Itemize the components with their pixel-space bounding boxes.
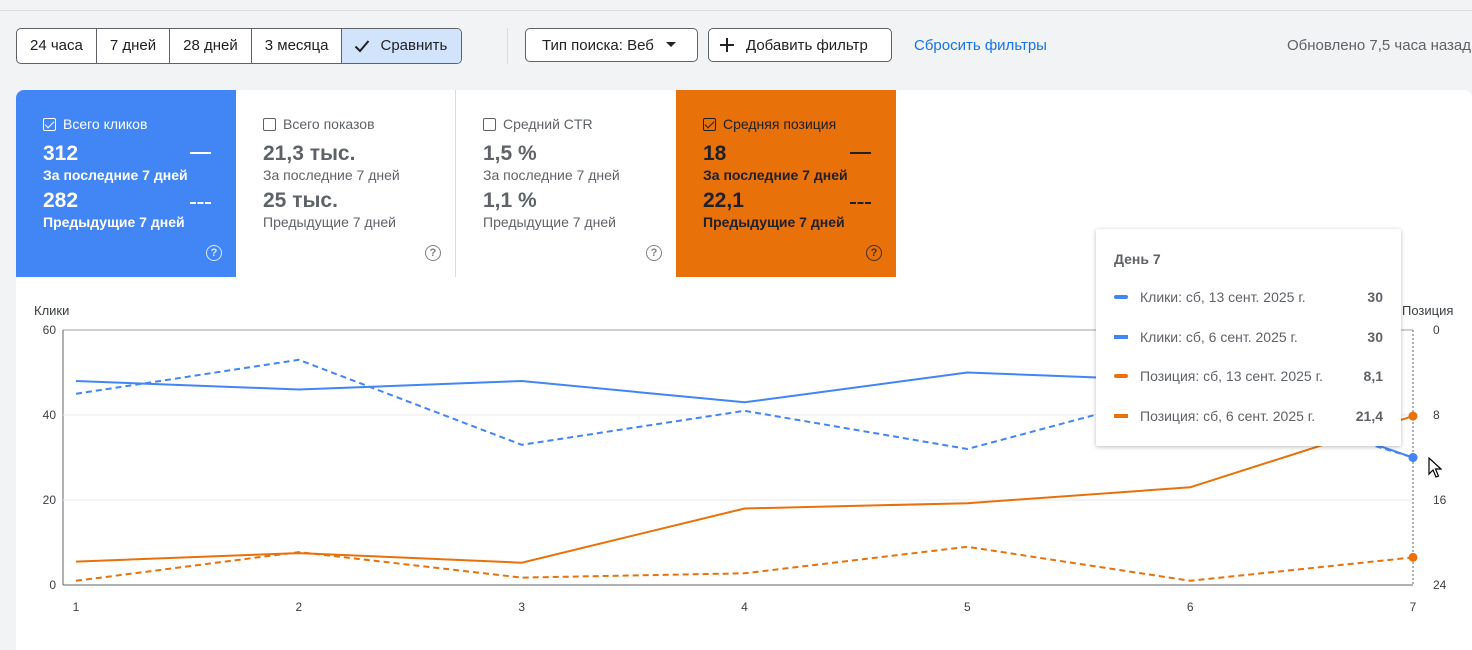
add-filter-button[interactable]: Добавить фильтр	[708, 28, 892, 62]
help-icon[interactable]: ?	[866, 245, 882, 261]
metric-current-period: За последние 7 дней	[483, 167, 620, 183]
metric-previous-value: 1,1 %	[483, 189, 537, 212]
series-swatch-icon	[1114, 414, 1128, 418]
tooltip-row-label: Позиция: сб, 6 сент. 2025 г.	[1140, 408, 1316, 424]
metric-position-tile[interactable]: Средняя позиция 18 За последние 7 дней 2…	[676, 90, 896, 277]
metric-current-value: 1,5 %	[483, 142, 537, 165]
metric-current-value: 21,3 тыс.	[263, 142, 356, 165]
checkbox-icon[interactable]	[703, 117, 716, 131]
metric-current-period: За последние 7 дней	[263, 167, 400, 183]
metric-previous-period: Предыдущие 7 дней	[483, 214, 616, 230]
range-24h-button[interactable]: 24 часа	[17, 29, 97, 63]
range-28d-button[interactable]: 28 дней	[170, 29, 252, 63]
check-icon	[355, 40, 370, 53]
metric-label: Всего показов	[283, 116, 375, 132]
metric-label: Всего кликов	[63, 116, 148, 132]
tooltip-row-value: 8,1	[1363, 368, 1383, 384]
metric-impressions-tile[interactable]: Всего показов 21,3 тыс. За последние 7 д…	[236, 90, 456, 277]
top-divider	[0, 10, 1472, 11]
range-3m-button[interactable]: 3 месяца	[252, 29, 343, 63]
series-swatch-icon	[1114, 374, 1128, 378]
metric-label: Средняя позиция	[723, 116, 837, 132]
help-icon[interactable]: ?	[206, 245, 222, 261]
chart-tooltip: День 7 Клики: сб, 13 сент. 2025 г. 30 Кл…	[1096, 229, 1401, 446]
tooltip-row-value: 21,4	[1355, 408, 1383, 424]
dropdown-arrow-icon	[665, 42, 676, 47]
tooltip-row: Клики: сб, 13 сент. 2025 г. 30	[1114, 287, 1383, 307]
metric-ctr-tile[interactable]: Средний CTR 1,5 % За последние 7 дней 1,…	[456, 90, 676, 277]
series-swatch-icon	[1114, 335, 1128, 339]
tooltip-row-value: 30	[1367, 289, 1383, 305]
solid-line-legend-icon	[850, 152, 871, 154]
tooltip-row: Позиция: сб, 6 сент. 2025 г. 21,4	[1114, 406, 1383, 426]
help-icon[interactable]: ?	[646, 245, 662, 261]
plus-icon	[720, 38, 734, 52]
metric-label: Средний CTR	[503, 116, 593, 132]
tooltip-row-label: Клики: сб, 6 сент. 2025 г.	[1140, 329, 1298, 345]
search-type-label: Тип поиска: Веб	[542, 36, 654, 54]
metric-current-period: За последние 7 дней	[43, 167, 188, 183]
compare-label: Сравнить	[380, 37, 448, 54]
tooltip-row: Клики: сб, 6 сент. 2025 г. 30	[1114, 327, 1383, 347]
metric-previous-period: Предыдущие 7 дней	[43, 214, 185, 230]
metric-clicks-tile[interactable]: Всего кликов 312 За последние 7 дней 282…	[16, 90, 236, 277]
compare-button[interactable]: Сравнить	[342, 29, 462, 63]
tooltip-title: День 7	[1114, 251, 1161, 267]
updated-status: Обновлено 7,5 часа назад	[1287, 37, 1472, 54]
metric-previous-period: Предыдущие 7 дней	[703, 214, 845, 230]
date-range-selector: 24 часа 7 дней 28 дней 3 месяца Сравнить	[16, 28, 463, 64]
solid-line-legend-icon	[190, 152, 211, 154]
checkbox-icon[interactable]	[483, 117, 496, 131]
tooltip-row: Позиция: сб, 13 сент. 2025 г. 8,1	[1114, 366, 1383, 386]
tooltip-row-label: Позиция: сб, 13 сент. 2025 г.	[1140, 368, 1323, 384]
add-filter-label: Добавить фильтр	[746, 36, 868, 54]
metric-previous-value: 25 тыс.	[263, 189, 338, 212]
metric-previous-value: 282	[43, 189, 79, 212]
help-icon[interactable]: ?	[425, 245, 441, 261]
search-type-dropdown[interactable]: Тип поиска: Веб	[525, 28, 698, 62]
metric-current-value: 18	[703, 142, 727, 165]
metric-previous-value: 22,1	[703, 189, 744, 212]
reset-filters-link[interactable]: Сбросить фильтры	[914, 37, 1047, 54]
checkbox-icon[interactable]	[43, 117, 56, 131]
series-swatch-icon	[1114, 295, 1128, 299]
mouse-cursor-icon	[1428, 457, 1442, 478]
tooltip-row-label: Клики: сб, 13 сент. 2025 г.	[1140, 289, 1306, 305]
dashed-line-legend-icon	[190, 202, 211, 204]
tooltip-row-value: 30	[1367, 329, 1383, 345]
metric-previous-period: Предыдущие 7 дней	[263, 214, 396, 230]
metric-current-value: 312	[43, 142, 79, 165]
toolbar-divider	[507, 28, 508, 64]
dashed-line-legend-icon	[850, 202, 871, 204]
range-7d-button[interactable]: 7 дней	[97, 29, 171, 63]
metric-current-period: За последние 7 дней	[703, 167, 848, 183]
checkbox-icon[interactable]	[263, 117, 276, 131]
